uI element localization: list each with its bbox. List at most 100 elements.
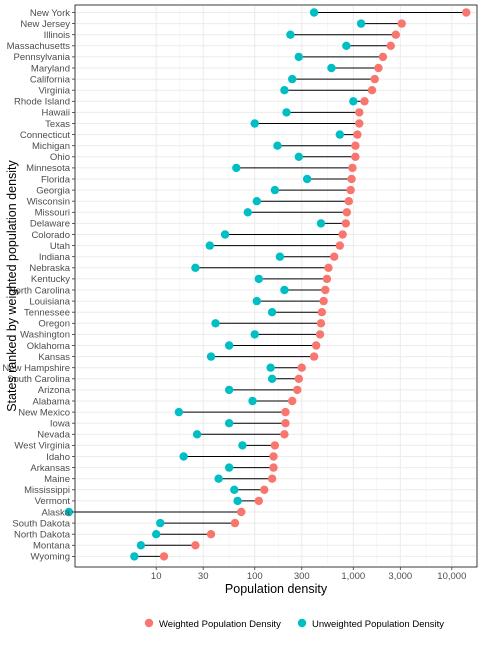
point-unweighted	[250, 330, 259, 339]
point-weighted	[321, 285, 330, 295]
point-weighted	[370, 74, 379, 84]
point-unweighted	[243, 208, 252, 217]
point-weighted	[342, 208, 352, 217]
point-weighted	[281, 419, 290, 428]
point-unweighted	[232, 163, 241, 173]
point-weighted	[311, 341, 321, 350]
point-weighted	[355, 119, 364, 128]
x-tick-label: 1,000	[341, 571, 365, 582]
point-unweighted	[327, 63, 336, 73]
plot-border	[74, 4, 478, 568]
point-unweighted	[224, 463, 234, 472]
point-unweighted	[254, 274, 264, 284]
y-tick-label: New Jersey	[20, 19, 70, 30]
y-tick-label: Colorado	[31, 230, 70, 241]
y-tick-label: Florida	[41, 174, 71, 185]
y-tick-label: Illinois	[44, 30, 71, 41]
y-tick-label: Maine	[44, 474, 70, 485]
point-weighted	[322, 274, 332, 284]
y-tick-label: Arizona	[38, 385, 71, 396]
point-unweighted	[282, 108, 291, 117]
x-tick-label: 30	[198, 571, 209, 582]
point-weighted	[360, 97, 369, 106]
x-tick-label: 300	[294, 571, 310, 582]
point-unweighted	[192, 430, 202, 439]
x-tick-labels: 10 30 100 300 1,000 3,000 10,000	[151, 567, 466, 582]
point-weighted	[159, 552, 169, 561]
point-weighted	[378, 52, 388, 62]
y-tick-label: Hawaii	[41, 108, 70, 119]
point-weighted	[386, 41, 395, 50]
point-unweighted	[302, 174, 312, 184]
point-weighted	[294, 374, 304, 383]
point-weighted	[191, 541, 200, 550]
y-tick-label: Virginia	[38, 86, 70, 97]
point-weighted	[316, 319, 326, 328]
legend-label-unweighted: Unweighted Population Density	[312, 619, 444, 630]
point-weighted	[269, 452, 278, 461]
y-tick-label: Indiana	[39, 252, 71, 263]
point-unweighted	[286, 30, 295, 39]
point-unweighted	[356, 19, 366, 28]
point-unweighted	[266, 363, 275, 372]
x-tick-label: 10,000	[437, 571, 466, 582]
y-tick-label: Tennessee	[24, 308, 70, 319]
point-unweighted	[156, 518, 165, 528]
point-unweighted	[267, 308, 277, 317]
point-unweighted	[342, 41, 351, 50]
legend-key-weighted	[144, 618, 154, 628]
y-tick-label: Montana	[33, 541, 71, 552]
y-tick-label: Massachusetts	[7, 41, 71, 52]
plot-panel	[74, 4, 478, 568]
point-unweighted	[250, 119, 259, 128]
y-tick-label: Delaware	[30, 219, 70, 230]
point-unweighted	[275, 252, 285, 261]
point-weighted	[329, 252, 339, 261]
y-tick-label: New Mexico	[18, 407, 70, 418]
y-tick-label: Maryland	[31, 63, 70, 74]
y-tick-label: Wyoming	[30, 552, 70, 563]
point-unweighted	[206, 352, 216, 361]
y-tick-label: North Dakota	[14, 530, 71, 541]
y-tick-label: Georgia	[36, 185, 71, 196]
point-unweighted	[238, 441, 247, 450]
point-weighted	[280, 430, 289, 439]
point-unweighted	[136, 541, 146, 550]
point-weighted	[335, 241, 345, 250]
point-unweighted	[211, 319, 220, 328]
point-weighted	[267, 474, 277, 483]
y-tick-label: West Virginia	[14, 441, 70, 452]
y-tick-label: Connecticut	[20, 130, 71, 141]
point-weighted	[230, 518, 240, 528]
point-unweighted	[280, 86, 289, 95]
y-tick-label: Wisconsin	[27, 197, 70, 208]
point-weighted	[347, 174, 356, 184]
point-weighted	[288, 396, 297, 406]
point-weighted	[348, 163, 357, 173]
x-axis-title: Population density	[225, 582, 328, 596]
point-unweighted	[267, 374, 277, 383]
y-tick-label: Arkansas	[30, 463, 70, 474]
point-unweighted	[248, 396, 257, 406]
point-weighted	[269, 463, 278, 472]
point-weighted	[315, 330, 325, 339]
point-unweighted	[233, 496, 242, 506]
point-weighted	[260, 485, 269, 494]
point-weighted	[397, 19, 406, 28]
point-unweighted	[288, 74, 297, 84]
point-unweighted	[224, 419, 234, 428]
point-unweighted	[224, 385, 234, 395]
point-weighted	[324, 263, 333, 272]
y-tick-label: Idaho	[46, 452, 70, 463]
point-weighted	[281, 407, 290, 417]
y-tick-label: Vermont	[35, 496, 71, 507]
point-unweighted	[294, 152, 304, 161]
dumbbell-segments	[68, 12, 467, 557]
y-tick-label: Ohio	[50, 152, 70, 163]
point-weighted	[351, 152, 360, 161]
y-tick-label: South Carolina	[7, 374, 71, 385]
y-tick-label: Missouri	[35, 208, 70, 219]
point-weighted	[351, 141, 360, 150]
point-unweighted	[316, 219, 326, 228]
